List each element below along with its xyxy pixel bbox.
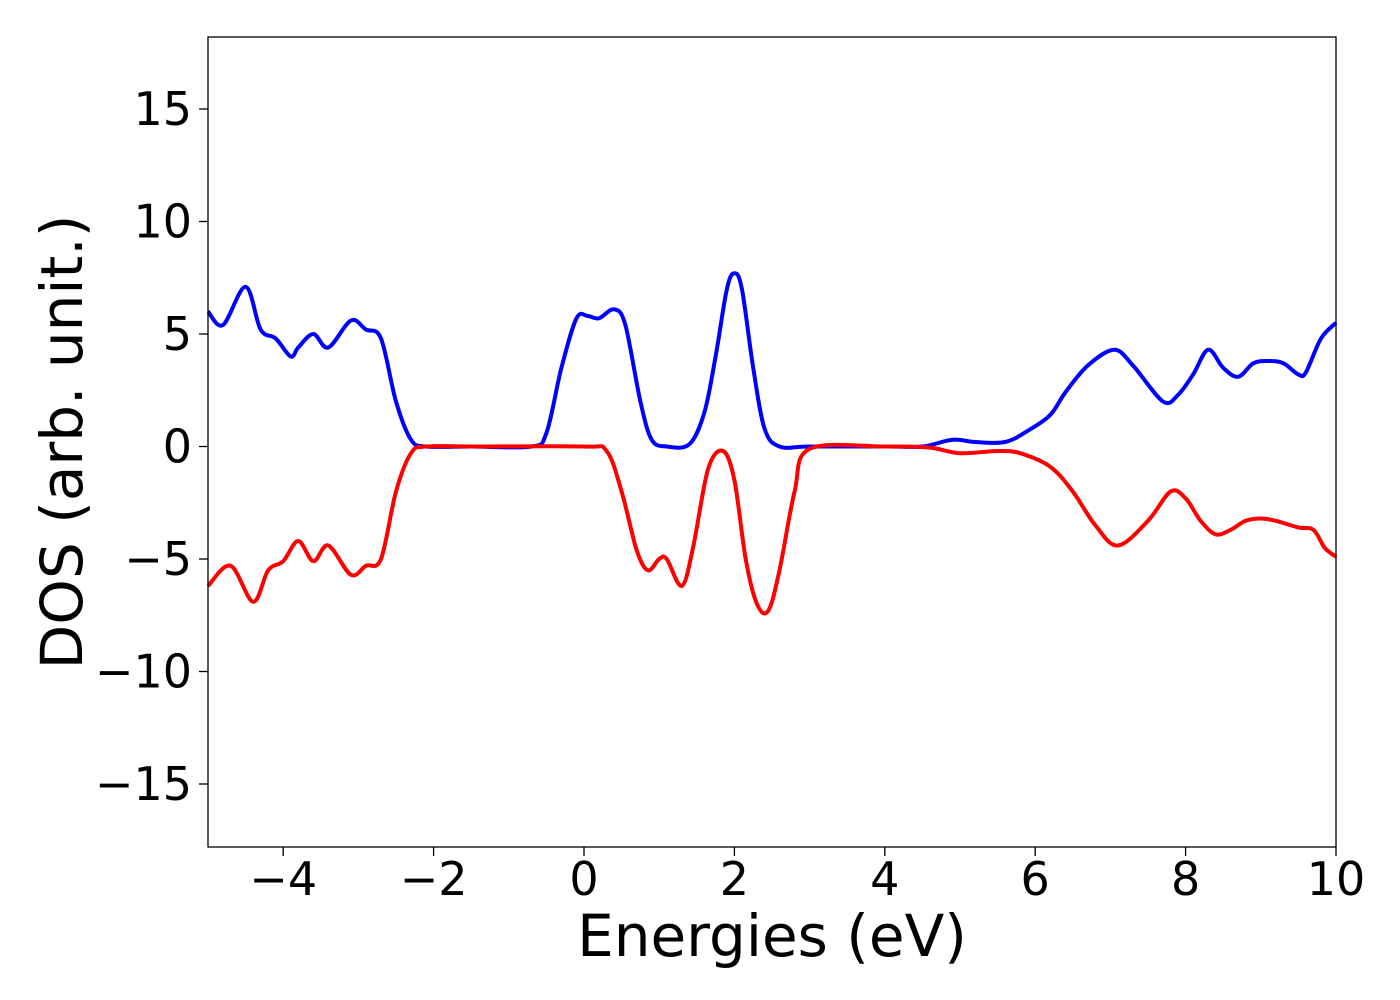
x-tick-label: 6 [1021,852,1050,906]
series-line-blue [206,271,1338,450]
x-tick-label: 8 [1171,852,1200,906]
x-axis-title: Energies (eV) [577,902,967,970]
y-axis: −15 −10 −5 0 5 10 15 [95,82,208,811]
plot-frame [207,36,1337,848]
x-axis: −4 −2 0 2 4 6 8 10 [249,847,1365,906]
y-tick-label: 0 [163,420,192,474]
y-tick-label: 5 [163,307,192,361]
y-axis-title: DOS (arb. unit.) [28,215,96,670]
y-tick-label: −5 [124,532,192,586]
x-tick-label: 0 [569,852,598,906]
x-tick-label: 10 [1307,852,1366,906]
series-line-red [206,442,1338,616]
x-tick-label: −2 [400,852,468,906]
x-tick-label: 2 [720,852,749,906]
y-tick-label: −10 [95,645,192,699]
series-layer [206,271,1338,616]
y-tick-label: 15 [133,82,192,136]
x-tick-label: −4 [249,852,317,906]
y-tick-label: −15 [95,757,192,811]
x-tick-label: 4 [870,852,899,906]
y-tick-label: 10 [133,195,192,249]
